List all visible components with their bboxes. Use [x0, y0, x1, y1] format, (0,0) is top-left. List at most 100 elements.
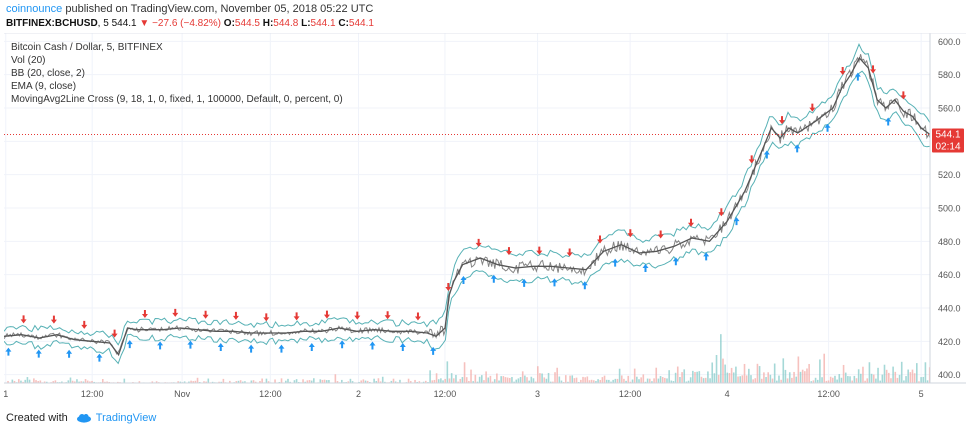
- volume-bar: [872, 374, 875, 383]
- volume-bar: [502, 376, 505, 383]
- sell-signal-arrow: [20, 315, 27, 324]
- volume-bar: [829, 376, 832, 383]
- volume-bar: [455, 374, 457, 383]
- tradingview-brand[interactable]: TradingView: [95, 412, 157, 424]
- volume-bar: [754, 378, 757, 383]
- volume-bar: [93, 381, 95, 383]
- volume-bar: [756, 363, 759, 383]
- volume-bar: [707, 371, 709, 383]
- volume-bar: [487, 377, 490, 383]
- volume-bar: [480, 375, 483, 383]
- volume-bar: [567, 381, 569, 383]
- volume-bar: [900, 361, 903, 383]
- volume-bar: [776, 380, 778, 383]
- high-value: 544.8: [273, 18, 299, 29]
- y-tick-label: 440.0: [938, 304, 961, 314]
- volume-bar: [870, 373, 873, 383]
- volume-bar: [926, 380, 929, 383]
- volume-bar: [672, 381, 675, 383]
- legend-vol[interactable]: Vol (20): [11, 55, 46, 66]
- volume-bar: [760, 378, 763, 383]
- volume-bar: [801, 369, 804, 383]
- volume-bar: [442, 380, 444, 383]
- volume-bar: [485, 371, 487, 383]
- y-tick-label: 580.0: [938, 70, 961, 80]
- volume-bar: [730, 367, 733, 383]
- volume-bar: [855, 378, 858, 383]
- sell-signal-arrow: [688, 218, 695, 227]
- volume-bar: [470, 369, 472, 383]
- volume-bar: [375, 381, 378, 383]
- volume-bar: [560, 380, 563, 383]
- volume-bar: [763, 372, 765, 383]
- volume-bar: [222, 378, 225, 383]
- volume-bar: [444, 378, 446, 383]
- chart-area[interactable]: 400.0420.0440.0460.0480.0500.0520.0540.0…: [3, 32, 966, 407]
- volume-bar: [838, 374, 841, 383]
- volume-bar: [836, 379, 838, 383]
- volume-bar: [674, 372, 677, 383]
- volume-bar: [457, 381, 459, 383]
- buy-signal-arrow: [430, 346, 437, 355]
- volume-bar: [20, 380, 22, 383]
- volume-bar: [786, 378, 789, 383]
- bollinger-bands: [3, 43, 931, 365]
- legend-bb[interactable]: BB (20, close, 2): [11, 68, 85, 79]
- volume-bar: [582, 376, 584, 383]
- volume-bar: [913, 373, 916, 383]
- volume-bar: [758, 366, 761, 383]
- volume-bar: [435, 373, 438, 383]
- y-tick-label: 520.0: [938, 170, 961, 180]
- volume-bar: [922, 376, 925, 383]
- volume-bar: [890, 378, 892, 383]
- volume-bar: [91, 380, 93, 383]
- legend-ema[interactable]: EMA (9, close): [11, 81, 77, 92]
- volume-bar: [924, 362, 927, 383]
- volume-bar: [73, 381, 76, 383]
- volume-bar: [297, 381, 300, 383]
- sell-signal-arrow: [111, 329, 118, 338]
- sell-signal-arrow: [202, 310, 209, 319]
- volume-bar: [13, 380, 16, 383]
- author-name[interactable]: coinnounce: [6, 3, 63, 15]
- volume-bar: [670, 380, 673, 383]
- buy-signal-arrow: [96, 353, 103, 362]
- volume-bar: [659, 376, 662, 383]
- sell-signal-arrow: [354, 311, 361, 320]
- volume-bar: [881, 374, 884, 383]
- y-tick-label: 560.0: [938, 104, 961, 114]
- volume-bar: [877, 367, 879, 383]
- ticker-symbol: BITFINEX:BCHUSD: [6, 18, 98, 29]
- volume-bar: [476, 381, 479, 383]
- volume-bar: [54, 380, 57, 383]
- volume-bar: [52, 381, 55, 383]
- volume-bar: [461, 377, 464, 383]
- volume-bar: [414, 379, 416, 383]
- volume-bar: [687, 380, 690, 383]
- volume-bar: [631, 379, 634, 383]
- volume-bar: [437, 379, 440, 383]
- ema-line: [3, 56, 931, 357]
- volume-bar: [840, 377, 843, 383]
- volume-bar: [864, 380, 866, 383]
- volume-bar: [239, 380, 242, 383]
- volume-bar: [108, 381, 111, 383]
- volume-bar: [177, 381, 179, 383]
- y-tick-label: 600.0: [938, 37, 961, 47]
- volume-bar: [713, 373, 716, 383]
- volume-bar: [866, 378, 869, 383]
- price-chart[interactable]: 400.0420.0440.0460.0480.0500.0520.0540.0…: [3, 32, 966, 407]
- sell-signal-arrow: [809, 103, 816, 112]
- volume-bar: [689, 377, 692, 383]
- volume-bar: [627, 375, 630, 383]
- volume-bar: [188, 381, 190, 383]
- volume-bar: [608, 379, 610, 383]
- volume-bar: [849, 376, 851, 383]
- y-tick-label: 420.0: [938, 337, 961, 347]
- volume-bar: [24, 379, 27, 383]
- legend-mac[interactable]: MovingAvg2Line Cross (9, 18, 1, 0, fixed…: [11, 94, 343, 105]
- volume-bar: [698, 371, 701, 383]
- volume-bar: [82, 381, 85, 383]
- volume-bar: [752, 379, 754, 383]
- volume-bar: [194, 380, 197, 383]
